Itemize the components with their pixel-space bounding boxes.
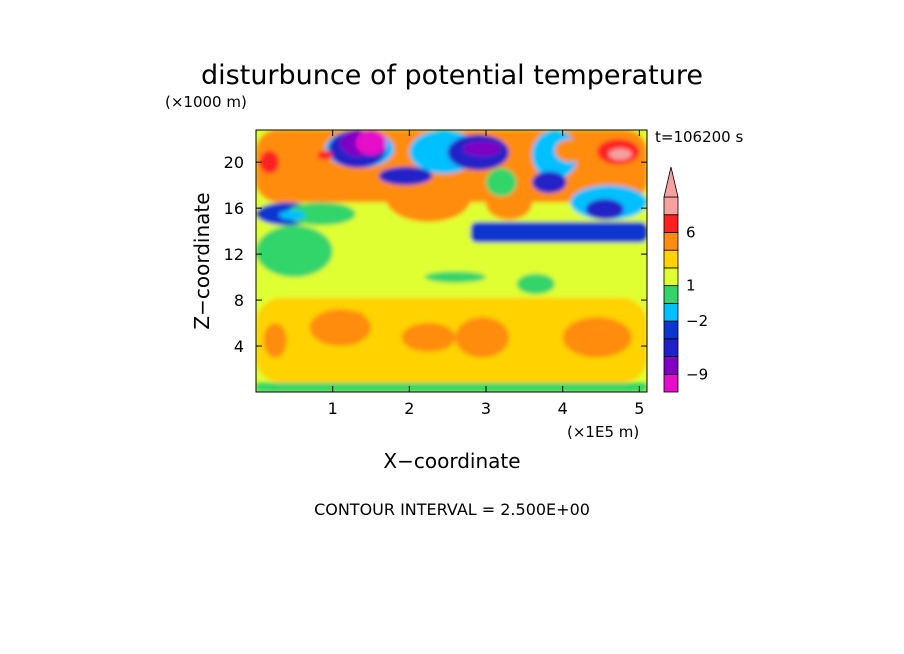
x-tick-label: 3 — [481, 399, 491, 418]
contour-region-29 — [463, 141, 502, 157]
y-axis-label: Z−coordinate — [190, 192, 214, 329]
contour-region-35 — [608, 148, 632, 160]
colorbar-swatch — [663, 196, 679, 216]
contour-region-2 — [424, 271, 487, 283]
contour-region-10 — [263, 323, 287, 358]
x-axis-label: X−coordinate — [383, 449, 520, 473]
colorbar-extend-arrow — [663, 166, 679, 198]
contour-region-1 — [256, 225, 333, 278]
contour-region-9 — [562, 317, 632, 358]
contour-region-7 — [401, 323, 456, 352]
colorbar-tick-label: −2 — [686, 312, 708, 330]
plot-frame — [255, 129, 648, 393]
contour-region-3 — [516, 273, 555, 295]
contour-region-31 — [279, 210, 306, 220]
colorbar-swatch — [663, 232, 679, 251]
contour-region-14 — [286, 202, 356, 226]
contour-interval: CONTOUR INTERVAL = 2.500E+00 — [314, 500, 590, 519]
x-axis-ticks: 1 2 3 4 5 — [328, 130, 644, 418]
x-axis-unit: (×1E5 m) — [567, 423, 639, 441]
x-tick-label: 5 — [634, 399, 644, 418]
heatmap-field — [256, 130, 647, 392]
contour-region-32 — [486, 167, 517, 197]
y-axis-unit: (×1000 m) — [165, 93, 247, 111]
y-tick-label: 4 — [234, 337, 244, 356]
time-label: t=106200 s — [655, 128, 743, 146]
colorbar-swatch — [663, 302, 679, 322]
x-tick-label: 1 — [328, 399, 338, 418]
colorbar-swatch — [663, 214, 679, 233]
contour-region-4 — [256, 382, 647, 392]
contour-region-38 — [555, 139, 586, 163]
colorbar: 6 1 −2 −9 — [663, 166, 708, 393]
contour-region-27 — [585, 198, 624, 220]
y-tick-label: 16 — [224, 199, 244, 218]
colorbar-swatch — [663, 267, 679, 287]
colorbar-tick-label: −9 — [686, 365, 708, 383]
contour-region-11 — [348, 311, 364, 321]
colorbar-swatch — [663, 338, 679, 357]
colorbar-swatch — [663, 249, 679, 269]
y-tick-label: 8 — [234, 291, 244, 310]
contour-region-26 — [532, 171, 567, 194]
x-tick-label: 2 — [404, 399, 414, 418]
colorbar-swatch — [663, 356, 679, 375]
colorbar-swatch — [663, 373, 679, 393]
colorbar-swatch — [663, 285, 679, 304]
contour-region-30 — [355, 130, 387, 156]
contour-region-36 — [259, 150, 279, 174]
colorbar-swatch — [663, 320, 679, 340]
x-tick-label: 4 — [558, 399, 568, 418]
colorbar-tick-label: 1 — [686, 277, 696, 295]
contour-region-12 — [470, 221, 647, 243]
y-axis-ticks: 4 8 12 16 20 — [224, 153, 647, 356]
contour-region-24 — [378, 166, 433, 186]
contour-region-8 — [455, 317, 509, 358]
y-tick-label: 20 — [224, 153, 244, 172]
chart-title: disturbunce of potential temperature — [201, 60, 703, 91]
colorbar-tick-label: 6 — [686, 223, 696, 241]
contour-region-17 — [386, 175, 471, 222]
contour-region-37 — [317, 150, 333, 160]
y-tick-label: 12 — [224, 245, 244, 264]
